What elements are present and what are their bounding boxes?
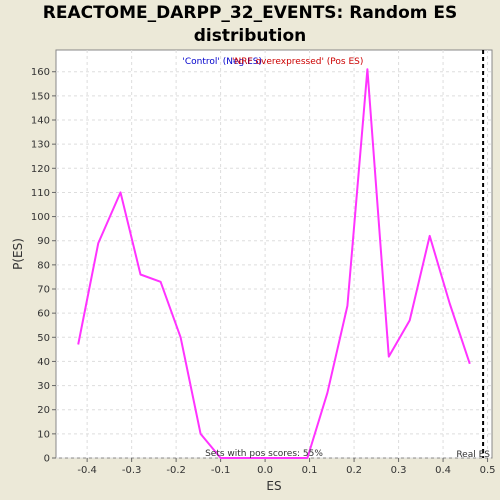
legend-neg-label: 'Control' (Neg ES) — [182, 57, 262, 67]
legend-pos-label: 'NRF overexpressed' (Pos ES) — [232, 57, 363, 67]
x-tick-label: -0.2 — [166, 465, 186, 476]
y-axis-label: P(ES) — [11, 238, 25, 270]
y-tick-label: 70 — [37, 285, 50, 296]
x-tick-label: 0.2 — [346, 465, 362, 476]
y-tick-label: 160 — [31, 67, 50, 78]
chart-title-line-1: REACTOME_DARPP_32_EVENTS: Random ES — [42, 3, 458, 23]
y-tick-label: 150 — [31, 91, 50, 102]
axis-layer: 0 10 20 30 40 50 60 70 80 90 100 110 120 130 140 150 160… — [31, 67, 496, 476]
y-tick-label: 30 — [37, 381, 50, 392]
y-tick-label: 60 — [37, 309, 50, 320]
y-tick-label: 20 — [37, 405, 50, 416]
y-tick-label: 50 — [37, 333, 50, 344]
x-tick-label: -0.3 — [122, 465, 142, 476]
annotation-pos-scores: Sets with pos scores: 55% — [205, 449, 323, 459]
y-tick-label: 90 — [37, 236, 50, 247]
x-tick-label: 0.0 — [257, 465, 273, 476]
x-tick-label: -0.4 — [77, 465, 97, 476]
x-tick-label: 0.1 — [302, 465, 318, 476]
y-tick-label: 80 — [37, 260, 50, 271]
y-tick-label: 110 — [31, 188, 50, 199]
grid-layer — [56, 50, 492, 459]
y-tick-label: 140 — [31, 116, 50, 127]
x-tick-label: -0.1 — [211, 465, 231, 476]
y-tick-label: 0 — [44, 454, 50, 465]
real-es-label: Real ES — [456, 450, 490, 460]
chart-title: REACTOME_DARPP_32_EVENTS: Random ES dist… — [0, 2, 500, 48]
y-tick-label: 10 — [37, 429, 50, 440]
y-tick-label: 120 — [31, 164, 50, 175]
y-tick-label: 40 — [37, 357, 50, 368]
series-line — [77, 68, 471, 459]
chart-title-line-2: distribution — [193, 26, 307, 46]
y-tick-label: 100 — [31, 212, 50, 223]
x-tick-label: 0.3 — [391, 465, 407, 476]
x-axis-label: ES — [266, 479, 281, 493]
series-layer — [77, 68, 471, 459]
x-tick-label: 0.5 — [480, 465, 496, 476]
y-tick-label: 130 — [31, 140, 50, 151]
x-tick-label: 0.4 — [435, 465, 451, 476]
plot-area — [55, 49, 493, 459]
